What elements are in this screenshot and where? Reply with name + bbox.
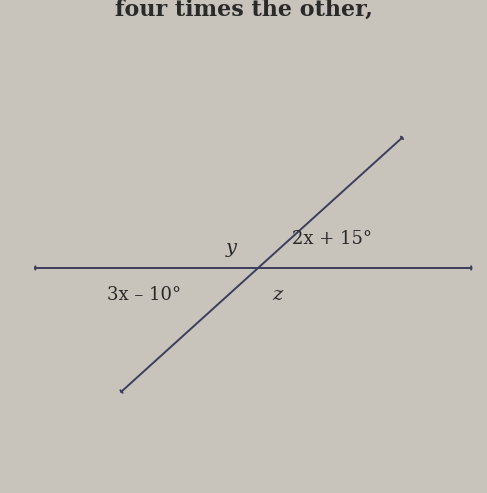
Text: y: y [226, 240, 237, 257]
Text: four times the other,: four times the other, [114, 0, 373, 21]
Text: 2x + 15°: 2x + 15° [292, 230, 372, 247]
Text: 3x – 10°: 3x – 10° [107, 286, 181, 304]
Text: z: z [272, 286, 283, 304]
